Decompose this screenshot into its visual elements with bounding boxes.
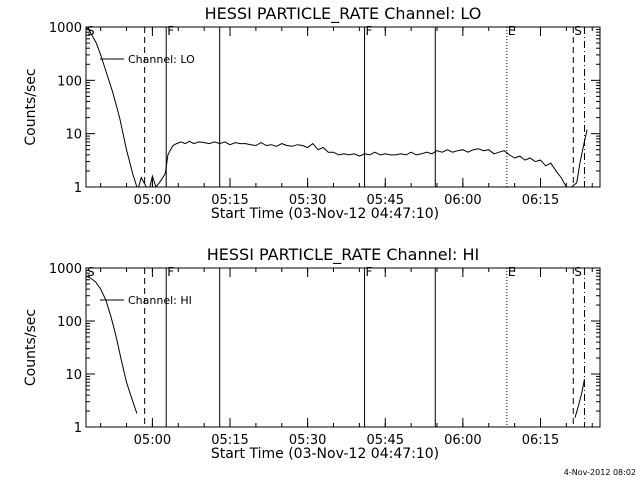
x-axis-label: Start Time (03-Nov-12 04:47:10) [211,206,439,222]
y-tick-label: 1000 [49,262,82,277]
marker-label: F [366,24,373,38]
x-tick-label: 05:15 [211,433,248,448]
series-line [574,379,585,418]
marker-label: E [508,265,516,279]
chart-title: HESSI PARTICLE_RATE Channel: LO [205,4,482,24]
x-tick-label: 05:45 [367,433,404,448]
y-tick-label: 1 [74,421,82,436]
series-line [85,26,588,189]
marker-label: S [87,24,95,38]
x-tick-label: 05:45 [367,193,404,208]
x-tick-label: 05:30 [289,193,326,208]
x-tick-label: 05:00 [134,193,171,208]
y-tick-label: 100 [57,74,82,89]
plot-frame [85,267,601,428]
x-axis-label: Start Time (03-Nov-12 04:47:10) [211,446,439,462]
marker-label: F [167,24,174,38]
x-tick-label: 06:15 [522,193,559,208]
y-tick-label: 10 [65,368,82,383]
y-tick-label: 100 [57,315,82,330]
marker-label: S [574,24,582,38]
marker-label: F [167,265,174,279]
y-axis-label: Counts/sec [23,309,39,386]
y-tick-label: 1 [74,181,82,196]
legend-label: Channel: LO [128,53,195,66]
x-tick-label: 05:00 [134,433,171,448]
plot-frame [85,26,601,188]
x-tick-label: 05:30 [289,433,326,448]
chart-title: HESSI PARTICLE_RATE Channel: HI [207,245,480,265]
marker-label: S [87,265,95,279]
marker-label: S [574,265,582,279]
marker-label: E [508,24,516,38]
y-tick-label: 10 [65,128,82,143]
x-tick-label: 06:15 [522,433,559,448]
x-tick-label: 05:15 [211,193,248,208]
x-tick-label: 06:00 [444,433,481,448]
x-tick-label: 06:00 [444,193,481,208]
marker-label: F [366,265,373,279]
panel-lo: HESSI PARTICLE_RATE Channel: LO 1 10 100 100… [23,4,601,222]
panel-hi: HESSI PARTICLE_RATE Channel: HI 1 10 100 100… [23,245,601,462]
footer-timestamp: 4-Nov-2012 08:02 [564,468,636,477]
legend-label: Channel: HI [128,294,192,307]
y-axis-label: Counts/sec [23,68,39,145]
y-tick-label: 1000 [49,21,82,36]
series-line [85,275,138,414]
